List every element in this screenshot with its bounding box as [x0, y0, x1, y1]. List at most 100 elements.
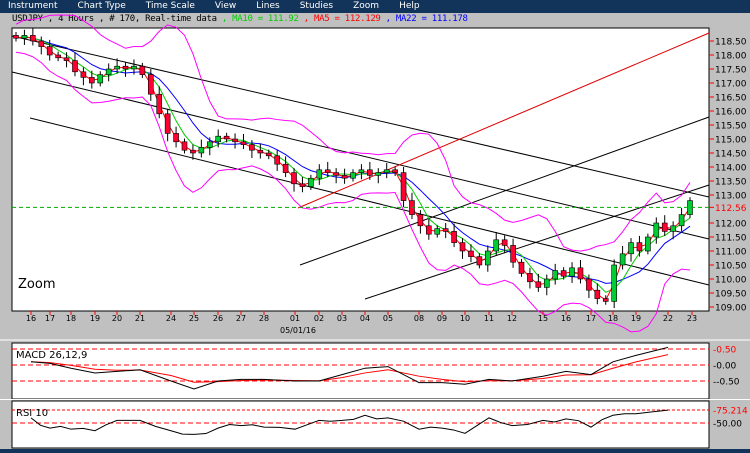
- candle: [636, 242, 643, 252]
- date-tick-label: 03: [337, 314, 347, 323]
- date-tick-label: 17: [586, 314, 596, 323]
- date-tick-label: 22: [663, 314, 673, 323]
- ma5-value: , MA5 = 112.129: [298, 14, 381, 24]
- trend-line[interactable]: [29, 117, 710, 286]
- menu-zoom[interactable]: Zoom: [353, 1, 380, 11]
- candle: [426, 225, 432, 235]
- macd-title: MACD 26,12,9: [16, 350, 87, 361]
- candle: [484, 250, 491, 266]
- macd-line: [30, 346, 669, 390]
- candle: [46, 46, 53, 56]
- price-tick-label: 116.00: [715, 108, 747, 118]
- candle: [232, 138, 238, 143]
- rsi-tick-label: -50.00: [713, 420, 742, 430]
- candle: [468, 250, 474, 257]
- zoom-label[interactable]: Zoom: [18, 277, 55, 292]
- macd-tick-label: -0.50: [713, 346, 737, 356]
- candle: [350, 172, 356, 179]
- price-tick-label: 115.50: [715, 122, 747, 132]
- trend-line[interactable]: [299, 116, 710, 266]
- status-bar: [0, 449, 750, 453]
- candle: [661, 222, 668, 232]
- date-tick-label: 20: [112, 314, 122, 323]
- candle: [535, 281, 542, 288]
- candle: [240, 141, 247, 145]
- candle: [265, 152, 272, 157]
- candle: [518, 261, 525, 274]
- candle: [451, 231, 457, 243]
- menu-instrument[interactable]: Instrument: [8, 1, 58, 11]
- menu-chart-type[interactable]: Chart Type: [77, 1, 126, 11]
- trend-line[interactable]: [364, 184, 710, 300]
- date-tick-label: 19: [90, 314, 100, 323]
- rsi-plot-area[interactable]: [11, 400, 710, 449]
- candle: [417, 214, 424, 227]
- date-tick-label: 28: [259, 314, 269, 323]
- candle: [316, 169, 323, 179]
- candle: [72, 60, 78, 73]
- candle: [510, 245, 516, 263]
- candle: [678, 214, 685, 227]
- candle: [97, 74, 104, 84]
- candle: [375, 172, 382, 176]
- macd-tick-label: -0.00: [713, 362, 737, 372]
- date-tick-label: 15: [538, 314, 548, 323]
- menu-time-scale[interactable]: Time Scale: [145, 1, 195, 11]
- menu-studies[interactable]: Studies: [299, 1, 334, 11]
- candle: [308, 177, 314, 187]
- candle: [628, 242, 634, 255]
- candle: [358, 169, 365, 173]
- candle: [442, 228, 449, 232]
- candle: [594, 289, 601, 299]
- rsi-tick-label: -75.214: [713, 407, 748, 417]
- price-tick-label: 109.50: [715, 290, 747, 300]
- candle: [21, 35, 28, 39]
- date-tick-label: 24: [166, 314, 176, 323]
- candle: [560, 270, 567, 277]
- price-tick-label: 111.50: [715, 234, 747, 244]
- date-tick-label: 25: [189, 314, 199, 323]
- date-tick-label: 23: [687, 314, 697, 323]
- candle: [257, 149, 264, 154]
- candle: [80, 71, 87, 78]
- trend-line[interactable]: [11, 71, 710, 240]
- trend-line[interactable]: [11, 35, 710, 198]
- candle: [611, 264, 617, 302]
- candle: [577, 267, 584, 280]
- date-tick-label: 16: [26, 314, 36, 323]
- candle: [493, 239, 500, 252]
- candle: [30, 35, 36, 42]
- trend-line-red[interactable]: [297, 32, 710, 209]
- symbol-info: USDJPY , 4 Hours , # 170, Real-time data: [12, 14, 217, 24]
- price-tick-label: 110.00: [715, 276, 747, 286]
- date-tick-label: 09: [437, 314, 447, 323]
- date-tick-label: 16: [561, 314, 571, 323]
- candle: [249, 144, 255, 151]
- price-tick-label: 113.50: [715, 178, 747, 188]
- candle: [114, 65, 120, 70]
- menu-lines[interactable]: Lines: [256, 1, 280, 11]
- candle: [392, 169, 398, 173]
- candle: [190, 149, 196, 154]
- candle: [543, 278, 550, 288]
- menu-view[interactable]: View: [214, 1, 237, 11]
- candle: [63, 57, 70, 61]
- candle: [173, 133, 179, 143]
- price-tick-label: 118.00: [715, 52, 747, 62]
- candle: [181, 141, 188, 151]
- candle: [282, 163, 289, 173]
- date-tick-label: 19: [631, 314, 641, 323]
- month-label: 05/01/16: [280, 326, 316, 335]
- menu-help[interactable]: Help: [399, 1, 420, 11]
- candle: [527, 273, 533, 283]
- macd-plot-area[interactable]: [11, 342, 710, 400]
- candle: [13, 35, 19, 39]
- date-tick-label: 21: [135, 314, 145, 323]
- price-tick-label: 117.00: [715, 80, 747, 90]
- candle: [131, 65, 137, 70]
- chart-info-bar: USDJPY , 4 Hours , # 170, Real-time data…: [12, 14, 468, 24]
- ma10-value: , MA10 = 111.92: [216, 14, 299, 24]
- candle: [89, 77, 95, 84]
- candle: [434, 228, 441, 235]
